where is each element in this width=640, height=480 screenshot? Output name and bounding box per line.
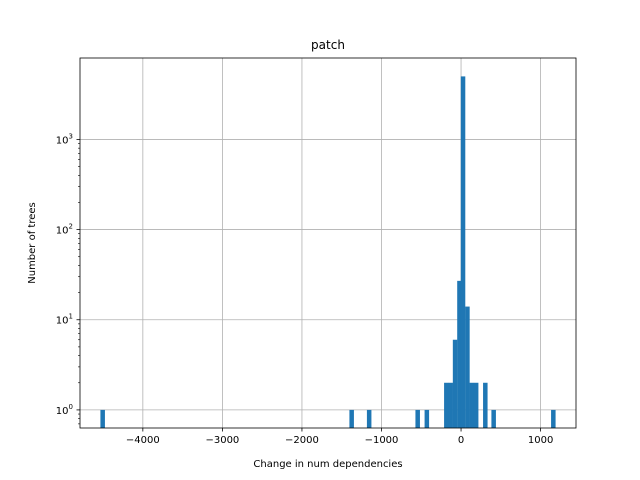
histogram-bar bbox=[366, 409, 372, 428]
x-tick-label: −2000 bbox=[285, 435, 319, 446]
x-tick-label: −3000 bbox=[205, 435, 239, 446]
histogram-bar bbox=[100, 409, 105, 428]
x-tick-label: 0 bbox=[458, 435, 464, 446]
x-tick-label: −4000 bbox=[126, 435, 160, 446]
y-axis-ticks: 100 101 102 103 bbox=[56, 132, 80, 425]
y-tick-label: 103 bbox=[56, 132, 73, 146]
histogram-bar bbox=[452, 339, 458, 428]
histogram-bar bbox=[473, 382, 479, 428]
histogram-bar bbox=[460, 76, 466, 429]
histogram-bar bbox=[444, 382, 449, 428]
histogram-bar bbox=[469, 382, 475, 428]
y-tick-label: 101 bbox=[56, 313, 73, 327]
histogram-bar bbox=[349, 409, 354, 428]
x-tick-label: −1000 bbox=[365, 435, 399, 446]
histogram-bars bbox=[100, 76, 556, 429]
histogram-bar bbox=[491, 409, 496, 428]
histogram-bar bbox=[457, 280, 462, 428]
x-tick-label: 1000 bbox=[528, 435, 553, 446]
y-tick-label: 102 bbox=[56, 223, 73, 237]
histogram-bar bbox=[424, 409, 430, 428]
plot-frame bbox=[79, 57, 577, 429]
histogram-bar bbox=[551, 409, 556, 428]
histogram-bar bbox=[448, 382, 453, 428]
histogram-bar bbox=[415, 409, 420, 428]
y-axis-label: Number of trees bbox=[27, 202, 38, 284]
x-axis-ticks: −4000 −3000 −2000 −1000 0 1000 bbox=[126, 428, 553, 446]
histogram-bar bbox=[483, 382, 488, 428]
x-axis-label: Change in num dependencies bbox=[253, 459, 402, 470]
chart-title: patch bbox=[311, 38, 345, 52]
histogram-bar bbox=[465, 306, 470, 428]
y-tick-label: 100 bbox=[56, 403, 73, 417]
